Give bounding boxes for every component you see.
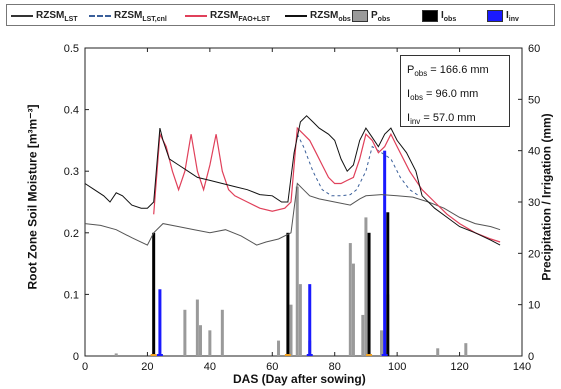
y2-tick-label: 40: [528, 146, 540, 158]
legend-item-rzsm-obs: RZSMobs: [285, 8, 351, 24]
legend-label: RZSMLST: [36, 9, 78, 23]
legend-item-i-obs: Iobs: [422, 8, 456, 24]
bar-p-obs: [114, 353, 118, 356]
y2-tick-label: 30: [528, 197, 540, 209]
totals-annotation-box: Pobs = 166.6 mm Iobs = 96.0 mm Iinv = 57.0…: [400, 55, 510, 127]
y2-tick-label: 0: [528, 351, 534, 363]
line-rzsm-fao-lst: [153, 126, 501, 243]
bar-i-obs: [286, 232, 290, 356]
legend-label: Pobs: [371, 9, 391, 23]
y-tick-label: 0.5: [64, 43, 79, 55]
bar-p-obs: [208, 330, 212, 356]
bar-p-obs: [183, 309, 187, 356]
base-marker: [381, 354, 388, 356]
bar-i-inv: [308, 284, 312, 356]
bar-i-inv: [158, 289, 162, 356]
y2-tick-label: 50: [528, 94, 540, 106]
y2-axis-label: Precipitation / Irrigation (mm): [539, 113, 554, 281]
legend-label: Iinv: [506, 9, 519, 23]
x-tick-label: 40: [204, 361, 216, 373]
bar-p-obs: [195, 299, 199, 356]
bar-p-obs: [220, 309, 224, 356]
base-marker: [150, 354, 157, 356]
x-axis-label: DAS (Day after sowing): [233, 372, 366, 386]
legend-swatch: [185, 15, 207, 17]
bar-p-obs: [277, 340, 281, 356]
x-tick-label: 80: [329, 361, 341, 373]
line-rzsm-lst: [84, 182, 501, 246]
legend-swatch: [11, 15, 33, 17]
legend-swatch: [285, 15, 307, 17]
chart-legend: RZSMLST RZSMLST,cnl RZSMFAO+LST RZSMobs Pobs…: [6, 4, 555, 26]
base-marker: [306, 354, 313, 356]
legend-label: RZSMobs: [310, 9, 351, 23]
bar-p-obs: [348, 243, 352, 356]
legend-swatch: [422, 10, 438, 22]
x-tick-label: 20: [141, 361, 153, 373]
bar-p-obs: [364, 217, 368, 356]
line-rzsm-obs: [84, 115, 501, 246]
annotation-line: Pobs = 166.6 mm: [407, 64, 489, 79]
legend-item-rzsm-fao-lst: RZSMFAO+LST: [185, 8, 270, 24]
bar-i-inv: [383, 150, 387, 356]
x-tick-label: 0: [82, 361, 88, 373]
x-tick-label: 120: [450, 361, 468, 373]
y-tick-label: 0.1: [64, 289, 79, 301]
legend-swatch: [89, 15, 111, 17]
y-tick-label: 0.2: [64, 228, 79, 240]
legend-label: RZSMFAO+LST: [210, 9, 271, 23]
bar-p-obs: [198, 325, 202, 356]
legend-item-rzsm-lst: RZSMLST: [11, 8, 78, 24]
y2-tick-label: 20: [528, 248, 540, 260]
legend-label: RZSMLST,cnl: [114, 9, 167, 23]
y-tick-label: 0: [73, 351, 79, 363]
bar-i-obs: [152, 232, 156, 356]
y-axis-label: Root Zone Soil Moisture [m³m⁻³]: [25, 104, 40, 290]
legend-item-rzsm-lst-cnl: RZSMLST,cnl: [89, 8, 167, 24]
y2-tick-label: 60: [528, 43, 540, 55]
x-tick-label: 140: [513, 361, 531, 373]
legend-swatch: [487, 10, 503, 22]
bar-p-obs: [436, 348, 440, 356]
bar-p-obs: [380, 330, 384, 356]
bar-p-obs: [361, 314, 365, 356]
annotation-line: Iinv = 57.0 mm: [407, 112, 476, 127]
x-tick-label: 60: [266, 361, 278, 373]
annotation-line: Iobs = 96.0 mm: [407, 88, 479, 103]
bar-i-obs: [367, 232, 371, 356]
line-rzsm-lst-cnl: [296, 133, 420, 197]
x-tick-label: 100: [388, 361, 406, 373]
bar-p-obs: [289, 304, 293, 356]
bar-p-obs: [464, 343, 468, 356]
y-tick-label: 0.4: [64, 105, 79, 117]
legend-item-p-obs: Pobs: [352, 8, 390, 24]
base-marker: [156, 354, 163, 356]
legend-item-i-inv: Iinv: [487, 8, 519, 24]
legend-label: Iobs: [441, 9, 457, 23]
y-tick-label: 0.3: [64, 166, 79, 178]
base-marker: [284, 354, 291, 356]
y2-tick-label: 10: [528, 300, 540, 312]
base-marker: [366, 354, 373, 356]
bar-p-obs: [298, 284, 302, 356]
legend-swatch: [352, 10, 368, 22]
bar-p-obs: [351, 263, 355, 356]
bar-i-obs: [386, 212, 390, 356]
bar-p-obs: [295, 186, 299, 356]
